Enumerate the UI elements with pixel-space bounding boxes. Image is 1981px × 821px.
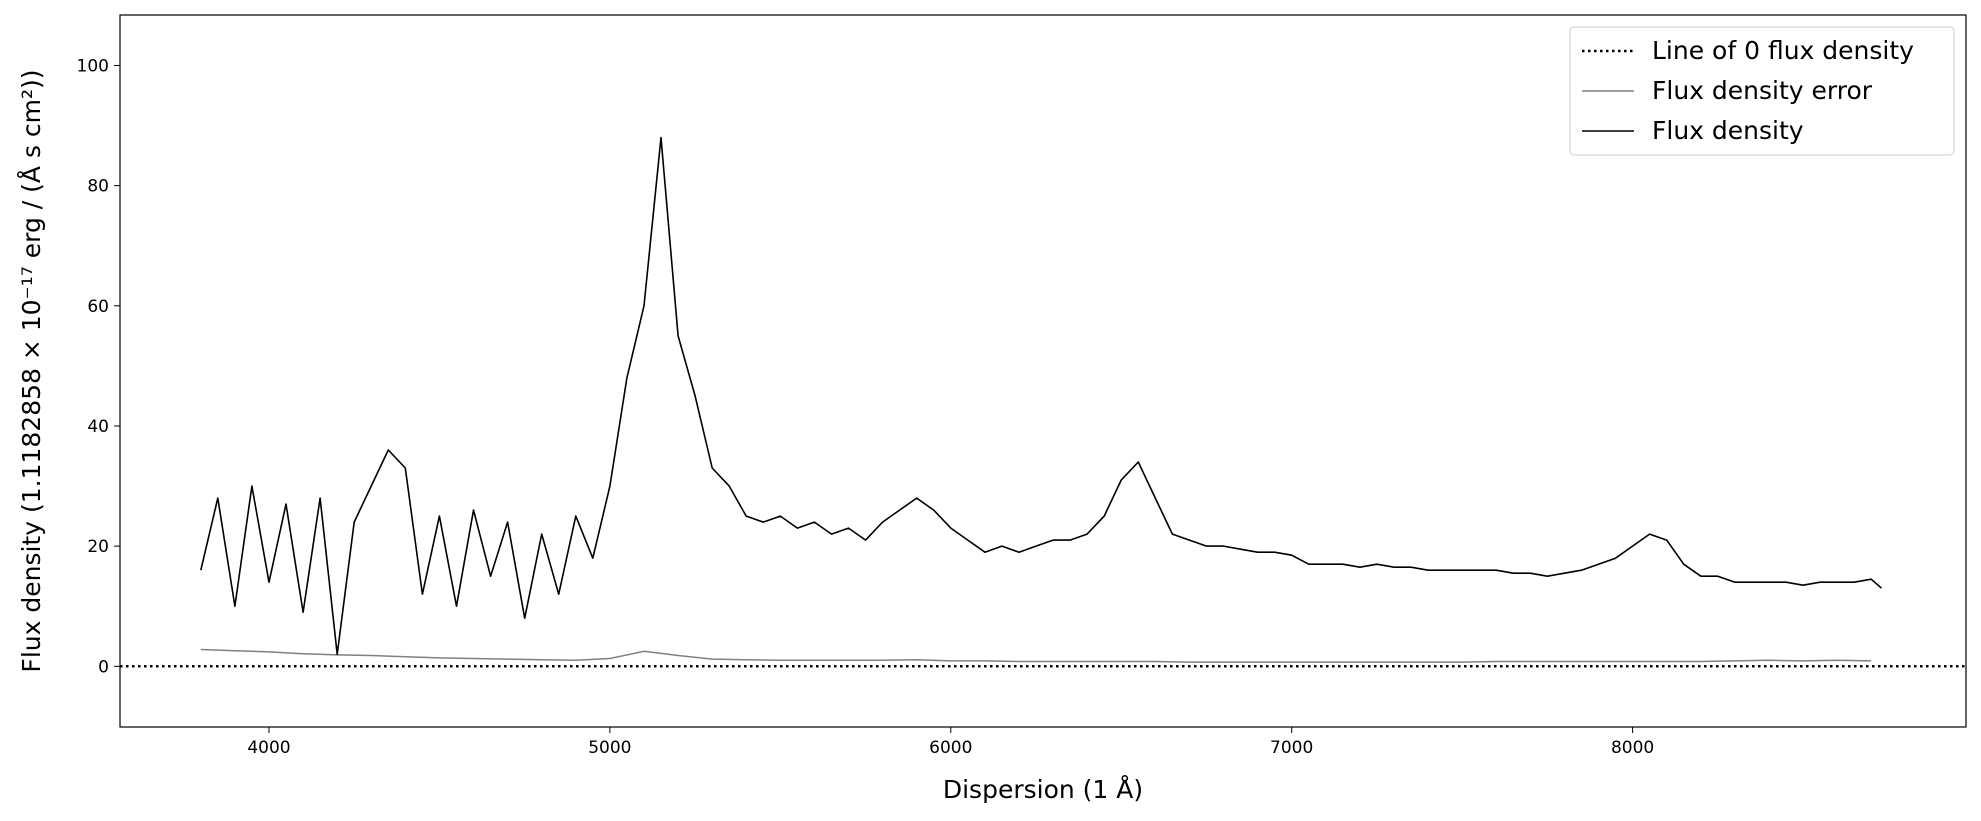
x-axis-label: Dispersion (1 Å) [943, 775, 1143, 804]
y-tick-label: 100 [77, 56, 109, 76]
legend: Line of 0 flux density Flux density error… [1569, 26, 1955, 156]
legend-label: Flux density error [1652, 76, 1873, 105]
y-tick-label: 60 [87, 297, 109, 317]
legend-box [1569, 26, 1955, 156]
series-line [200, 136, 1883, 656]
x-tick-label: 8000 [1611, 738, 1654, 758]
y-tick-label: 80 [87, 177, 109, 197]
y-tick-label: 20 [87, 537, 109, 557]
legend-label: Flux density [1652, 116, 1804, 145]
plot-frame [119, 14, 1967, 728]
y-tick-label: 40 [87, 417, 109, 437]
y-tick-label: 0 [98, 657, 109, 677]
x-tick-label: 6000 [929, 738, 972, 758]
series-line [200, 648, 1872, 663]
y-axis-label: Flux density (1.1182858 × 10⁻¹⁷ erg / (Å… [17, 69, 46, 672]
legend-label: Line of 0 flux density [1652, 36, 1914, 65]
x-tick-label: 5000 [588, 738, 631, 758]
x-tick-label: 4000 [247, 738, 290, 758]
x-tick-label: 7000 [1270, 738, 1313, 758]
